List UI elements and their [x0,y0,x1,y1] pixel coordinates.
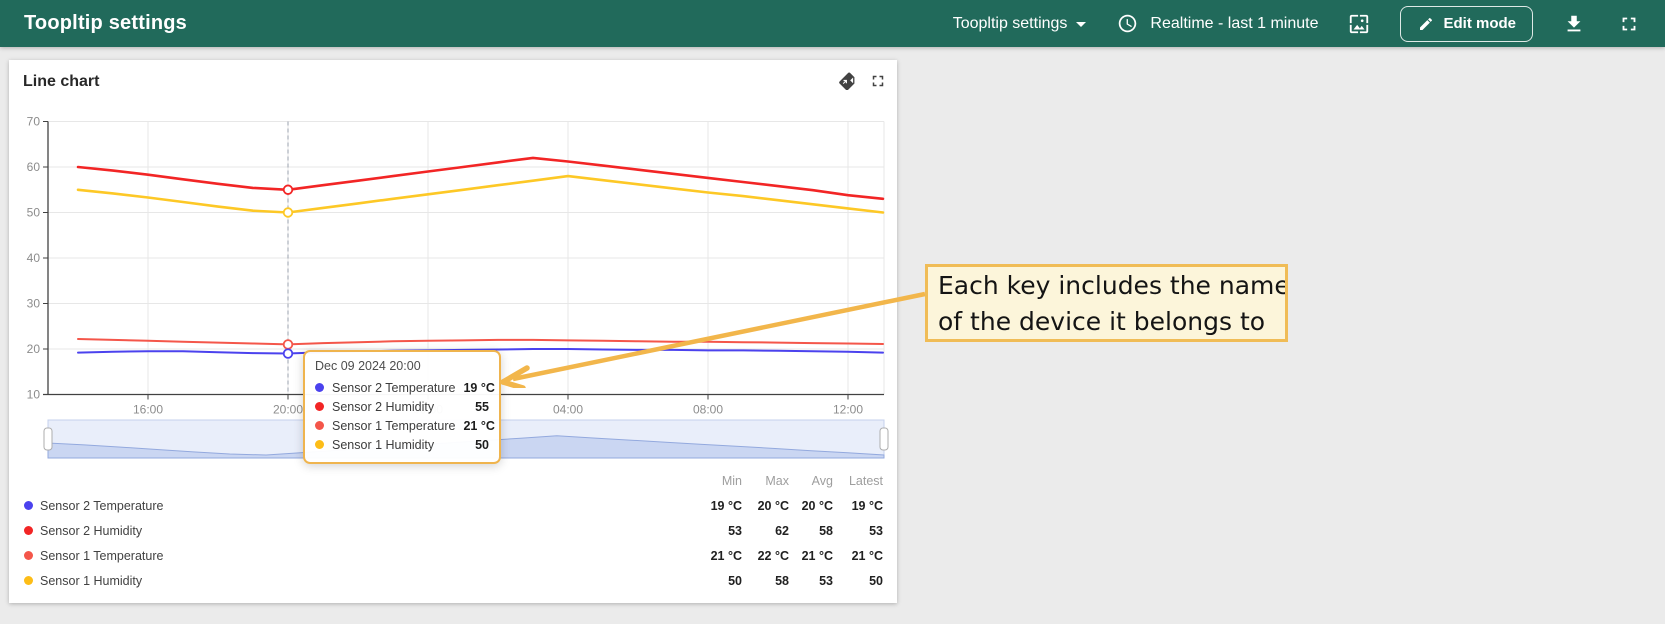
fullscreen-icon[interactable] [1615,10,1643,38]
legend-col-latest: Latest [848,473,883,488]
tooltip-label: Sensor 1 Humidity [332,437,435,452]
svg-text:20:00: 20:00 [273,403,303,417]
annotation-callout: Each key includes the name of the device… [925,264,1288,342]
annotation-text-line2: of the device it belongs to [938,307,1266,336]
stat-avg: 20 °C [801,498,833,513]
svg-text:70: 70 [27,115,41,129]
tooltip-value: 19 °C [463,380,495,395]
chart-tooltip: Dec 09 2024 20:00 Sensor 2 Temperature 1… [303,350,501,464]
time-window-label: Realtime - last 1 minute [1150,14,1319,32]
header-toolbar: Toopltip settings Realtime - last 1 minu… [953,5,1643,42]
stat-latest: 53 [869,523,883,538]
tooltip-label: Sensor 1 Temperature [332,418,456,433]
chevron-down-icon [1076,22,1087,27]
annotation-text-line1: Each key includes the name [938,271,1288,300]
stat-latest: 19 °C [851,498,883,513]
legend-col-max: Max [765,473,789,488]
stat-min: 19 °C [710,498,742,513]
tooltip-row: Sensor 2 Humidity 55 [315,397,489,416]
stat-latest: 50 [869,573,883,588]
range-handle-right[interactable] [879,427,889,451]
tooltip-value: 55 [475,399,489,414]
legend-table: Min Max Avg Latest Sensor 2 Temperature … [24,468,883,593]
svg-text:16:00: 16:00 [133,403,163,417]
tooltip-label: Sensor 2 Temperature [332,380,456,395]
widget-title: Line chart [23,73,100,90]
tooltip-row: Sensor 2 Temperature 19 °C [315,378,495,397]
stat-max: 62 [775,523,789,538]
series-dot-icon [315,440,324,449]
stat-avg: 21 °C [801,548,833,563]
pencil-icon [1417,15,1434,32]
stat-min: 50 [728,573,742,588]
stat-min: 53 [728,523,742,538]
legend-label: Sensor 1 Temperature [40,548,164,563]
dashboard-selector-label: Toopltip settings [952,14,1068,32]
series-dot-icon [24,576,33,585]
svg-text:08:00: 08:00 [693,403,723,417]
svg-text:20: 20 [27,342,41,356]
svg-text:04:00: 04:00 [553,403,583,417]
stat-max: 22 °C [757,548,789,563]
tooltip-row: Sensor 1 Temperature 21 °C [315,416,495,435]
time-window-button[interactable]: Realtime - last 1 minute [1113,10,1318,38]
legend-item-sensor2-temperature[interactable]: Sensor 2 Temperature [24,499,692,513]
legend-item-sensor1-humidity[interactable]: Sensor 1 Humidity [24,574,692,588]
widget-fullscreen-icon[interactable] [869,72,887,90]
series-dot-icon [315,402,324,411]
series-dot-icon [24,551,33,560]
legend-col-min: Min [721,473,742,488]
edit-mode-button[interactable]: Edit mode [1400,5,1533,42]
dashboard-image-icon[interactable] [1345,10,1373,38]
legend-label: Sensor 2 Humidity [40,523,143,538]
svg-text:60: 60 [27,160,41,174]
clock-icon [1113,10,1141,38]
tooltip-label: Sensor 2 Humidity [332,399,435,414]
stat-latest: 21 °C [851,548,883,563]
svg-text:10: 10 [27,388,41,402]
legend-item-sensor1-temperature[interactable]: Sensor 1 Temperature [24,549,692,563]
svg-text:30: 30 [27,297,41,311]
stat-avg: 58 [819,523,833,538]
dashboard-selector[interactable]: Toopltip settings [953,15,1087,33]
legend-item-sensor2-humidity[interactable]: Sensor 2 Humidity [24,524,692,538]
tooltip-value: 50 [475,437,489,452]
export-widget-data-icon[interactable] [838,72,856,90]
stat-max: 20 °C [757,498,789,513]
widget-actions [838,72,887,90]
legend-label: Sensor 2 Temperature [40,498,164,513]
tooltip-value: 21 °C [463,418,495,433]
legend-label: Sensor 1 Humidity [40,573,143,588]
series-dot-icon [315,383,324,392]
edit-mode-label: Edit mode [1443,15,1516,32]
svg-text:40: 40 [27,251,41,265]
series-dot-icon [315,421,324,430]
range-handle-left[interactable] [43,427,53,451]
stat-min: 21 °C [710,548,742,563]
svg-text:50: 50 [27,206,41,220]
legend-col-avg: Avg [811,473,833,488]
tooltip-timestamp: Dec 09 2024 20:00 [315,359,421,373]
series-dot-icon [24,501,33,510]
dashboard-title: Toopltip settings [24,12,188,34]
series-dot-icon [24,526,33,535]
download-icon[interactable] [1560,10,1588,38]
svg-text:12:00: 12:00 [833,403,863,417]
tooltip-row: Sensor 1 Humidity 50 [315,435,489,454]
stat-avg: 53 [819,573,833,588]
stat-max: 58 [775,573,789,588]
app-header: Toopltip settings Toopltip settings Real… [0,0,1665,47]
